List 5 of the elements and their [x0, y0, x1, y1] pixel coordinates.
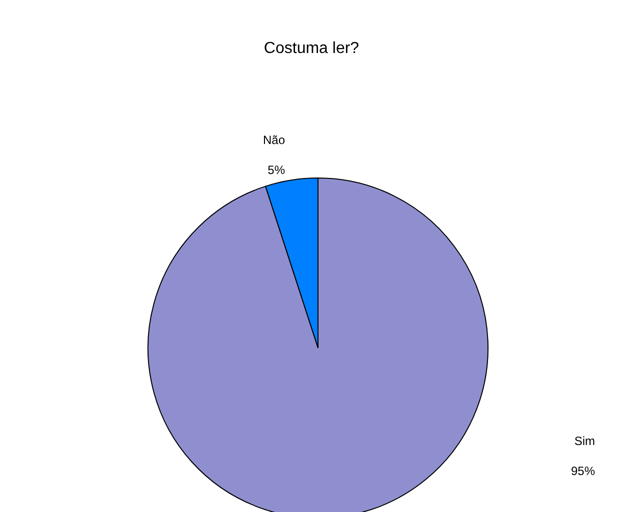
chart-title: Costuma ler? [264, 40, 360, 57]
data-label: 5% [268, 163, 286, 177]
data-label: 95% [570, 464, 596, 478]
slice-label: Sim [574, 434, 595, 448]
slice-label: Não [262, 133, 286, 147]
